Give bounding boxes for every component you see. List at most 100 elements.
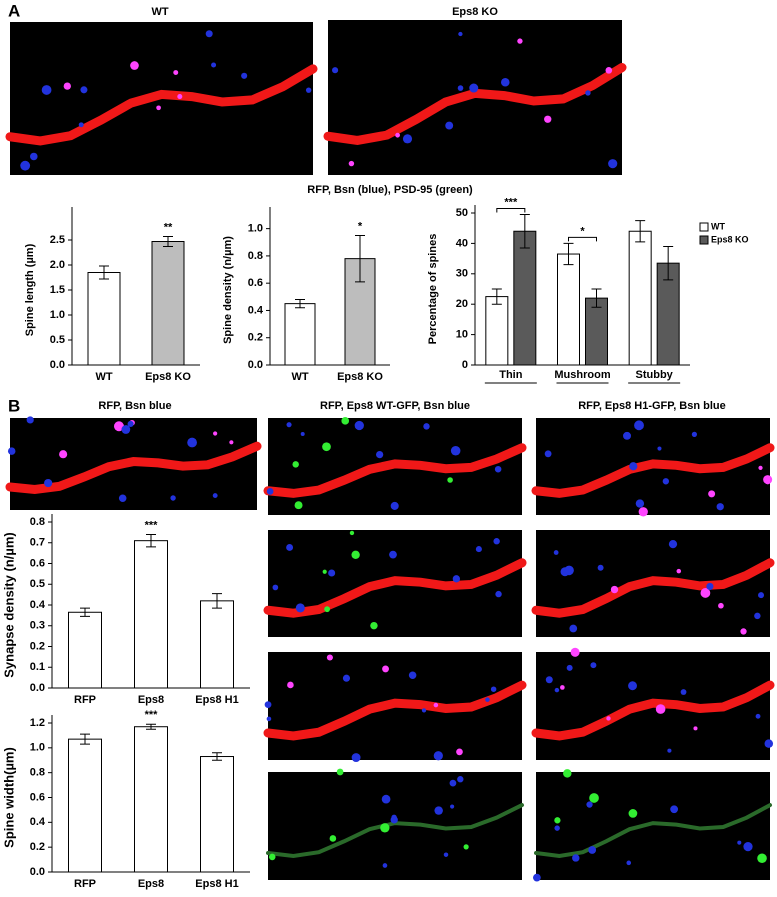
punctum (389, 550, 397, 559)
punctum (63, 82, 71, 90)
punctum (118, 494, 127, 503)
punctum (380, 823, 390, 833)
significance: *** (504, 196, 518, 208)
punctum (458, 31, 463, 37)
punctum (211, 62, 217, 68)
punctum (490, 686, 497, 692)
y-tick-label: 0.1 (30, 661, 45, 673)
error-bar (212, 593, 222, 609)
bar (200, 756, 234, 873)
punctum (494, 465, 502, 473)
punctum (44, 478, 53, 488)
punctum (286, 422, 292, 428)
punctum (662, 478, 670, 485)
y-tick-label: 0.8 (30, 767, 45, 779)
y-axis-label: Spine width(µm) (1, 747, 16, 848)
punctum (349, 530, 355, 536)
image-title: RFP, Eps8 WT-GFP, Bsn blue (320, 400, 470, 412)
error-bar (295, 299, 305, 309)
y-tick-label: 0.4 (30, 816, 46, 828)
punctum (130, 61, 139, 70)
punctum (445, 121, 454, 130)
punctum (341, 417, 350, 425)
x-tick-label: Stubby (636, 369, 674, 381)
bar (68, 738, 102, 873)
dendrite (263, 558, 527, 618)
punctum (351, 550, 360, 559)
punctum (716, 503, 724, 511)
punctum (329, 835, 337, 842)
error-bar (519, 214, 530, 249)
punctum (324, 606, 331, 613)
y-tick-label: 0.8 (30, 516, 45, 528)
x-tick-label: Mushroom (554, 369, 610, 381)
error-bar (563, 242, 574, 266)
error-bar (80, 733, 90, 745)
micrographs (5, 20, 775, 882)
legend-label: WT (711, 221, 725, 231)
punctum (764, 739, 774, 748)
punctum (457, 776, 464, 783)
punctum (597, 564, 604, 571)
caption: RFP, Bsn (blue), PSD-95 (green) (307, 184, 473, 196)
dendrite (531, 443, 775, 498)
punctum (213, 431, 218, 436)
punctum (629, 462, 638, 471)
punctum (586, 801, 593, 808)
punctum (610, 585, 619, 594)
punctum (170, 495, 176, 501)
y-tick-label: 40 (456, 237, 468, 249)
significance: * (580, 225, 585, 237)
dendrite (531, 558, 775, 618)
punctum (205, 30, 213, 38)
punctum (121, 425, 131, 434)
punctum (758, 592, 765, 599)
y-tick-label: 0.0 (30, 682, 45, 694)
punctum (266, 716, 272, 722)
y-tick-label: 0.6 (248, 277, 263, 289)
y-tick-label: 0 (462, 359, 468, 371)
punctum (475, 546, 482, 553)
punctum (295, 603, 305, 613)
punctum (20, 160, 31, 171)
y-tick-label: 1.0 (50, 309, 65, 321)
punctum (563, 769, 572, 778)
dendrite (534, 803, 772, 858)
punctum (626, 860, 632, 866)
y-tick-label: 0.5 (50, 334, 65, 346)
punctum (758, 465, 763, 471)
error-bar (663, 245, 674, 281)
x-tick-label: Eps8 H1 (195, 694, 238, 706)
punctum (628, 681, 637, 691)
punctum (533, 873, 541, 882)
punctum (294, 501, 303, 510)
error-bar (99, 265, 109, 280)
punctum (544, 450, 552, 458)
y-tick-label: 0.0 (30, 866, 45, 878)
punctum (554, 687, 560, 693)
punctum (456, 748, 463, 756)
punctum (113, 421, 124, 432)
punctum (605, 67, 613, 74)
dendrite (5, 64, 318, 146)
punctum (173, 70, 179, 76)
punctum (708, 490, 716, 498)
punctum (370, 621, 378, 630)
punctum (30, 152, 38, 161)
punctum (570, 647, 580, 657)
punctum (706, 582, 714, 591)
punctum (187, 437, 197, 448)
bar (68, 611, 102, 689)
legend-label: Eps8 KO (711, 234, 749, 244)
punctum (500, 77, 510, 87)
error-bar (491, 288, 502, 305)
error-bar (146, 533, 156, 548)
y-tick-label: 0.8 (248, 250, 263, 262)
y-tick-label: 0.6 (30, 557, 45, 569)
punctum (737, 840, 742, 845)
punctum (691, 431, 697, 437)
bar (134, 540, 168, 689)
significance: ** (164, 221, 173, 233)
bar (585, 297, 608, 366)
